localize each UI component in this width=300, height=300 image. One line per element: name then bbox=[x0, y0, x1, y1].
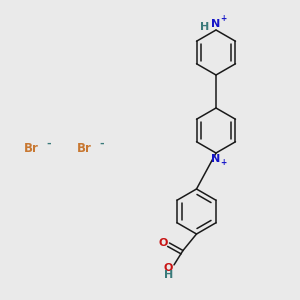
Text: H: H bbox=[200, 22, 209, 32]
Text: H: H bbox=[164, 270, 173, 280]
Text: +: + bbox=[220, 14, 226, 23]
Text: O: O bbox=[159, 238, 168, 248]
Text: Br: Br bbox=[24, 142, 39, 155]
Text: N: N bbox=[212, 19, 220, 29]
Text: N: N bbox=[212, 154, 220, 164]
Text: +: + bbox=[220, 158, 226, 167]
Text: -: - bbox=[99, 139, 103, 149]
Text: Br: Br bbox=[76, 142, 92, 155]
Text: O: O bbox=[164, 263, 173, 273]
Text: -: - bbox=[46, 139, 51, 149]
